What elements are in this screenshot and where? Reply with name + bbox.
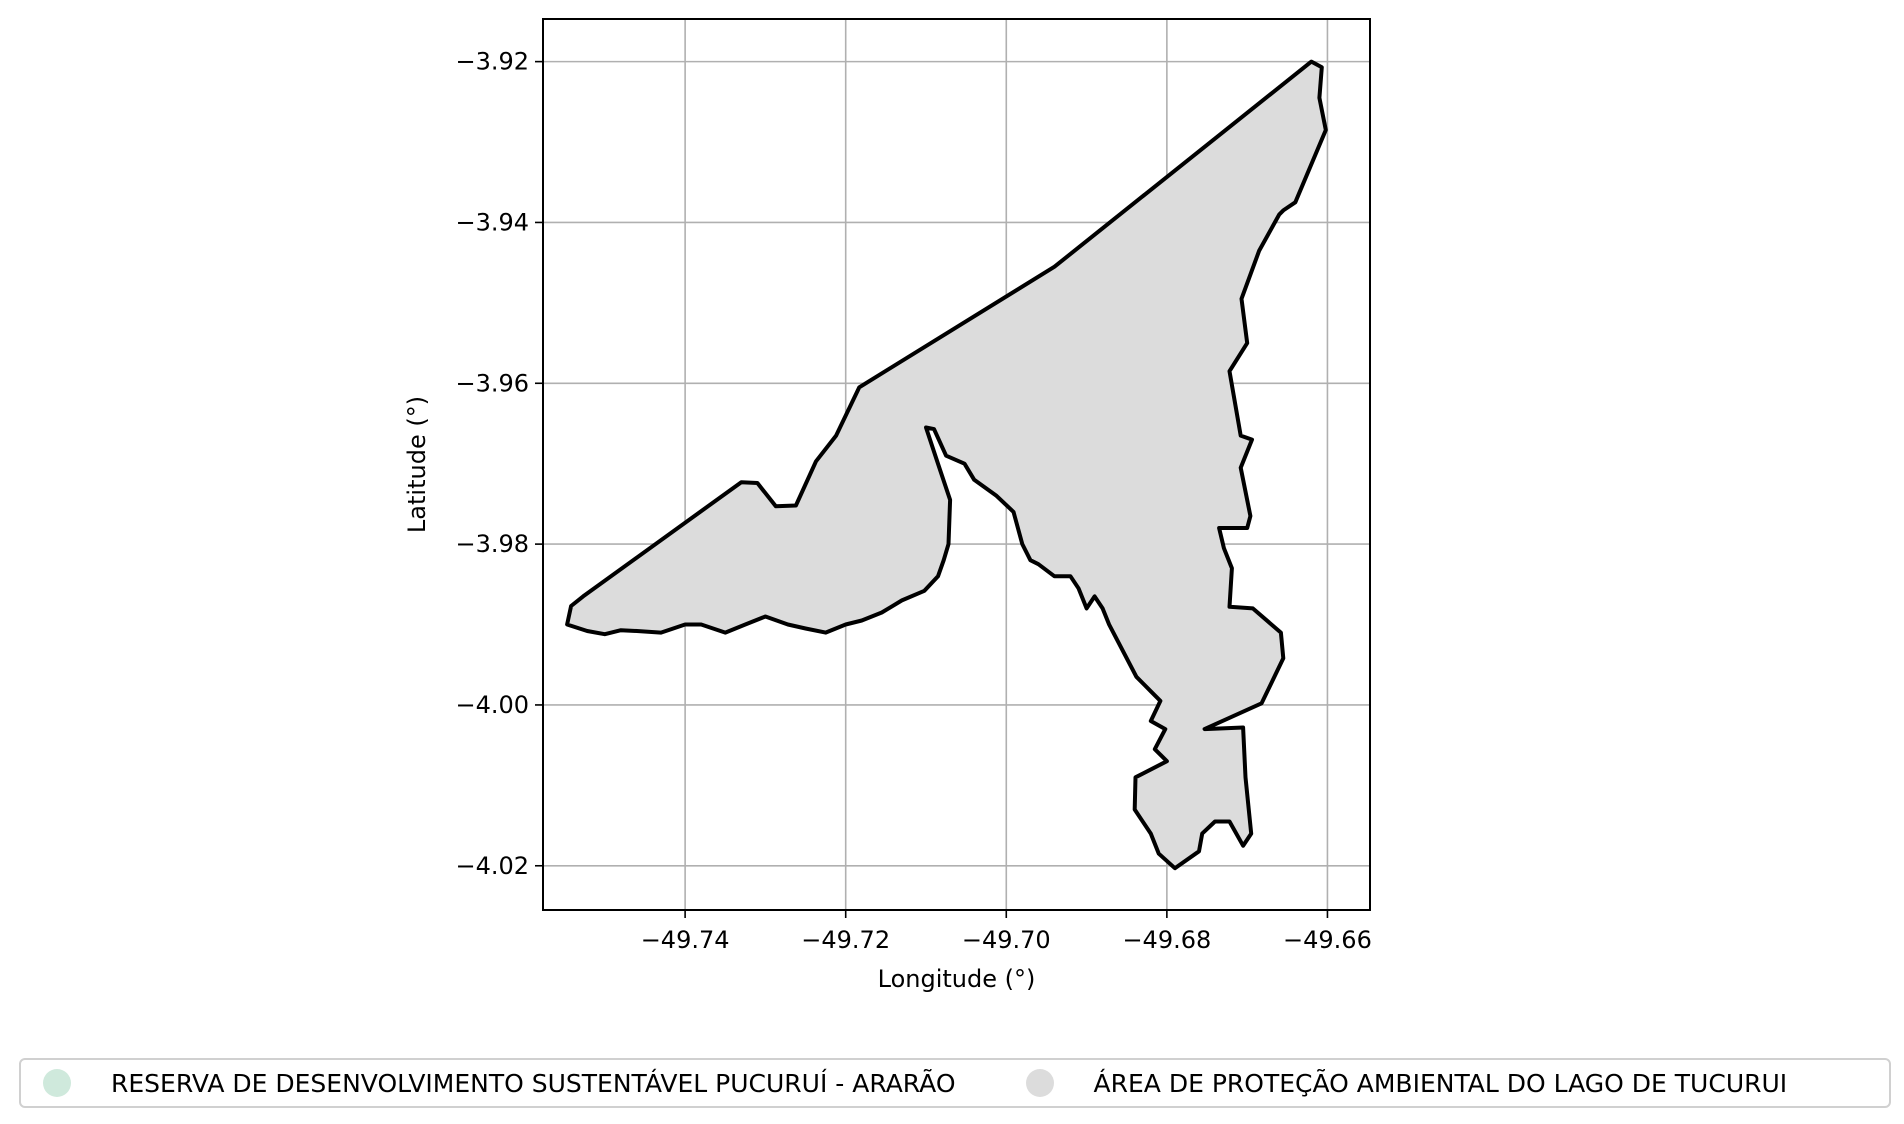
legend-item-reserva: RESERVA DE DESENVOLVIMENTO SUSTENTÁVEL P…: [43, 1069, 956, 1098]
y-tick-label: −3.92: [455, 48, 529, 76]
x-tick-label: −49.68: [1122, 926, 1211, 954]
protected-area-polygons: [565, 59, 1328, 871]
legend-marker-reserva-icon: [43, 1069, 71, 1097]
y-tick-label: −4.00: [455, 691, 529, 719]
legend-marker-area-protecao-icon: [1025, 1069, 1054, 1097]
x-axis-label: Longitude (°): [878, 965, 1036, 993]
y-tick-label: −3.96: [455, 369, 529, 397]
y-axis-ticks: −3.92 −3.94 −3.96 −3.98 −4.00 −4.02: [455, 48, 543, 880]
x-tick-label: −49.72: [801, 926, 890, 954]
area-protecao-polygon: [565, 59, 1328, 871]
legend-item-area-protecao: ÁREA DE PROTEÇÃO AMBIENTAL DO LAGO DE TU…: [1025, 1068, 1788, 1098]
y-tick-label: −3.94: [455, 208, 529, 236]
y-tick-label: −3.98: [455, 530, 529, 558]
x-tick-label: −49.70: [962, 926, 1051, 954]
legend: RESERVA DE DESENVOLVIMENTO SUSTENTÁVEL P…: [19, 1058, 1891, 1108]
y-axis-label: Latitude (°): [403, 396, 431, 533]
y-tick-label: −4.02: [455, 852, 529, 880]
x-tick-label: −49.66: [1283, 926, 1372, 954]
x-tick-label: −49.74: [641, 926, 730, 954]
legend-label-reserva: RESERVA DE DESENVOLVIMENTO SUSTENTÁVEL P…: [111, 1068, 956, 1098]
x-axis-ticks: −49.74 −49.72 −49.70 −49.68 −49.66: [641, 910, 1372, 954]
legend-label-area-protecao: ÁREA DE PROTEÇÃO AMBIENTAL DO LAGO DE TU…: [1093, 1068, 1788, 1098]
plot-frame: [542, 18, 1371, 911]
